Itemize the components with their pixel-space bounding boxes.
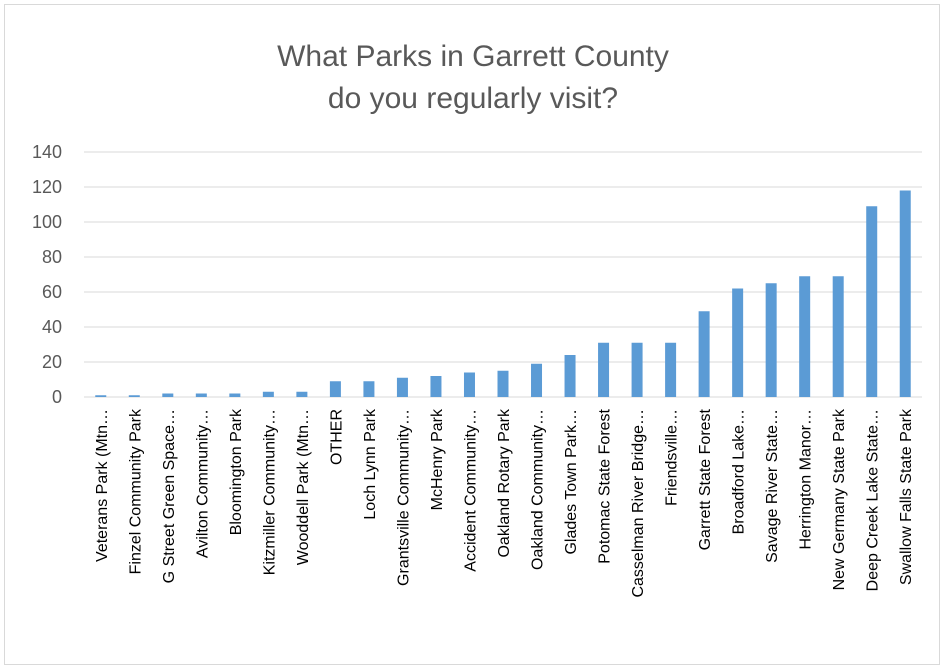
y-tick-label-120: 120 [32, 177, 62, 197]
bar-12 [463, 372, 475, 397]
category-label-10: Grantsville Community… [395, 409, 412, 586]
category-label-15: Glades Town Park… [563, 409, 580, 555]
bar-1 [95, 395, 107, 397]
y-tick-label-80: 80 [42, 247, 62, 267]
chart-title: What Parks in Garrett County do you regu… [0, 36, 946, 120]
bar-17 [631, 342, 643, 397]
category-label-9: Loch Lynn Park [362, 408, 379, 520]
bar-8 [329, 381, 341, 397]
category-label-2: Finzel Community Park [127, 408, 144, 574]
y-tick-label-140: 140 [32, 142, 62, 162]
bar-19 [698, 311, 710, 397]
bar-24 [866, 206, 878, 397]
y-tick-label-20: 20 [42, 352, 62, 372]
category-label-16: Potomac State Forest [597, 408, 614, 563]
category-label-1: Veterans Park (Mtn… [94, 409, 111, 562]
bar-4 [195, 393, 207, 397]
chart-title-line-2: do you regularly visit? [327, 82, 619, 115]
category-label-22: Herrington Manor… [798, 409, 815, 550]
bar-25 [899, 190, 911, 397]
category-label-7: Wooddell Park (Mtn… [295, 409, 312, 565]
category-label-17: Casselman River Bridge… [630, 409, 647, 598]
y-tick-label-40: 40 [42, 317, 62, 337]
category-label-14: Oakland Community… [530, 409, 547, 570]
bar-16 [598, 342, 610, 397]
bar-6 [262, 391, 274, 397]
chart-frame [4, 4, 940, 665]
bar-21 [765, 283, 777, 397]
bar-7 [296, 391, 308, 397]
category-label-12: Accident Community… [462, 409, 479, 572]
bar-20 [732, 288, 744, 397]
category-label-19: Garrett State Forest [697, 408, 714, 550]
bar-22 [799, 276, 811, 397]
bar-23 [832, 276, 844, 397]
bar-18 [665, 342, 677, 397]
category-label-6: Kitzmiller Community… [261, 409, 278, 575]
y-tick-label-100: 100 [32, 212, 62, 232]
bar-5 [229, 393, 241, 397]
bar-2 [128, 395, 140, 397]
chart-title-line-1: What Parks in Garrett County [277, 40, 669, 73]
category-label-24: Deep Creek Lake State… [865, 409, 882, 591]
category-label-20: Broadford Lake… [731, 409, 748, 534]
bar-9 [363, 381, 375, 397]
bar-14 [531, 363, 543, 397]
category-label-5: Bloomington Park [228, 408, 245, 535]
category-label-3: G Street Green Space… [161, 409, 178, 583]
category-label-21: Savage River State… [764, 409, 781, 563]
bar-13 [497, 370, 509, 397]
y-tick-label-0: 0 [52, 387, 62, 407]
category-label-4: Avilton Community… [194, 409, 211, 558]
bar-3 [162, 393, 174, 397]
y-tick-label-60: 60 [42, 282, 62, 302]
category-label-25: Swallow Falls State Park [898, 408, 915, 585]
bar-10 [396, 377, 408, 397]
category-label-18: Friendsville… [664, 409, 681, 506]
category-label-11: McHenry Park [429, 408, 446, 510]
category-label-23: New Germany State Park [831, 408, 848, 590]
bar-15 [564, 355, 576, 397]
bar-11 [430, 376, 442, 397]
category-label-13: Oakland Rotary Park [496, 408, 513, 558]
category-label-8: OTHER [328, 409, 345, 465]
